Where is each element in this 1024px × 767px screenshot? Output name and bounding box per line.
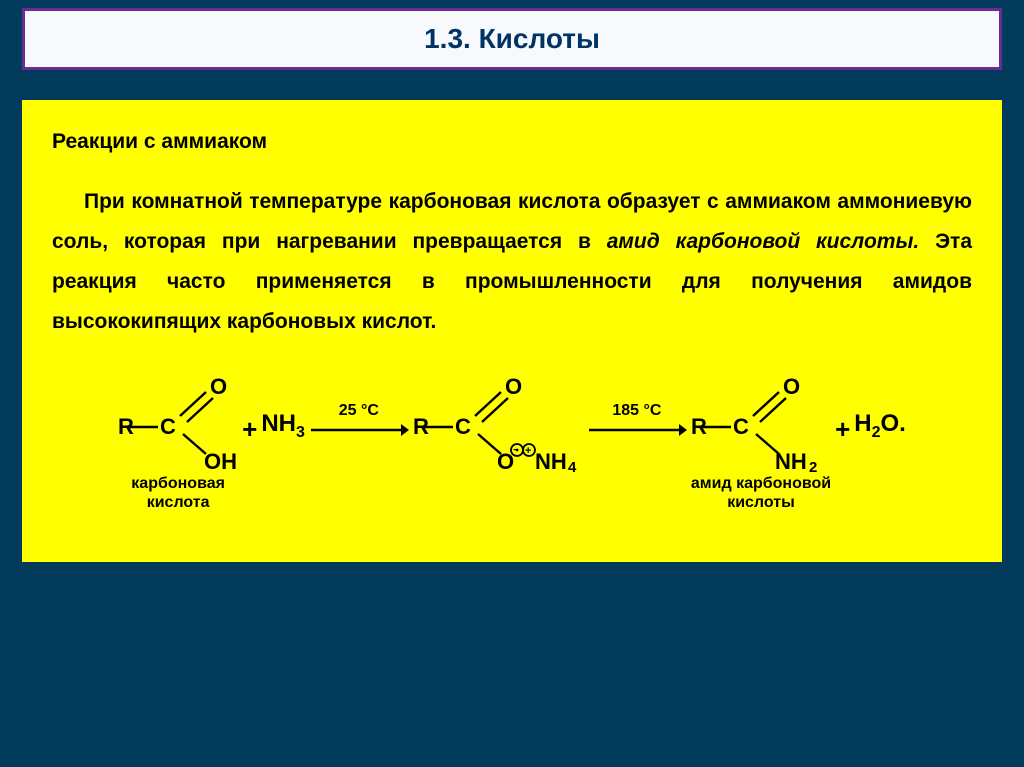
plus-sign-1: + xyxy=(242,372,257,445)
arrow-2: 185 °C xyxy=(587,372,687,442)
nh3-main: NH xyxy=(261,410,296,437)
svg-text:O: O xyxy=(783,374,800,399)
molecule-carboxylic-acid: R C O OH карбоноваякислота xyxy=(118,372,238,512)
amide-structure-icon: R C O NH 2 xyxy=(691,372,831,472)
svg-text:O: O xyxy=(505,374,522,399)
svg-text:NH: NH xyxy=(535,449,567,472)
molecule-amide: R C O NH 2 амид карбоновойкислоты xyxy=(691,372,831,512)
reaction-arrow-icon xyxy=(309,418,409,442)
title-bar: 1.3. Кислоты xyxy=(22,8,1002,70)
svg-text:2: 2 xyxy=(809,459,817,472)
svg-text:R: R xyxy=(413,414,429,439)
water-o: O. xyxy=(881,410,906,437)
arrow-1: 25 °C xyxy=(309,372,409,442)
svg-text:4: 4 xyxy=(568,459,577,472)
plus-sign-2: + xyxy=(835,372,850,445)
svg-text:NH: NH xyxy=(775,449,807,472)
product-water: H2O. xyxy=(854,372,906,442)
reaction-scheme: R C O OH карбоноваякислота + NH3 25 °C xyxy=(52,372,972,522)
svg-text:OH: OH xyxy=(204,449,237,472)
carboxylic-acid-structure-icon: R C O OH xyxy=(118,372,238,472)
mol1-label: карбоноваякислота xyxy=(131,474,225,512)
water-h: H xyxy=(854,410,871,437)
svg-text:C: C xyxy=(733,414,749,439)
ammonium-salt-structure-icon: R C O O − + NH 4 xyxy=(413,372,583,472)
reaction-arrow-icon xyxy=(587,418,687,442)
svg-text:O: O xyxy=(210,374,227,399)
svg-text:C: C xyxy=(455,414,471,439)
svg-text:−: − xyxy=(513,445,519,456)
subtitle: Реакции с аммиаком xyxy=(52,130,972,154)
svg-text:+: + xyxy=(525,445,531,457)
body-paragraph: При комнатной температуре карбоновая кис… xyxy=(52,182,972,342)
svg-text:R: R xyxy=(118,414,134,439)
water-2: 2 xyxy=(872,423,881,440)
nh3-sub: 3 xyxy=(296,423,305,440)
svg-text:R: R xyxy=(691,414,707,439)
mol3-label: амид карбоновойкислоты xyxy=(691,474,831,512)
content-box: Реакции с аммиаком При комнатной темпера… xyxy=(22,100,1002,562)
reagent-nh3: NH3 xyxy=(261,372,305,442)
page-title: 1.3. Кислоты xyxy=(424,23,600,55)
molecule-ammonium-salt: R C O O − + NH 4 xyxy=(413,372,583,472)
para-emphasis: амид карбоновой кислоты. xyxy=(607,230,920,253)
svg-text:C: C xyxy=(160,414,176,439)
